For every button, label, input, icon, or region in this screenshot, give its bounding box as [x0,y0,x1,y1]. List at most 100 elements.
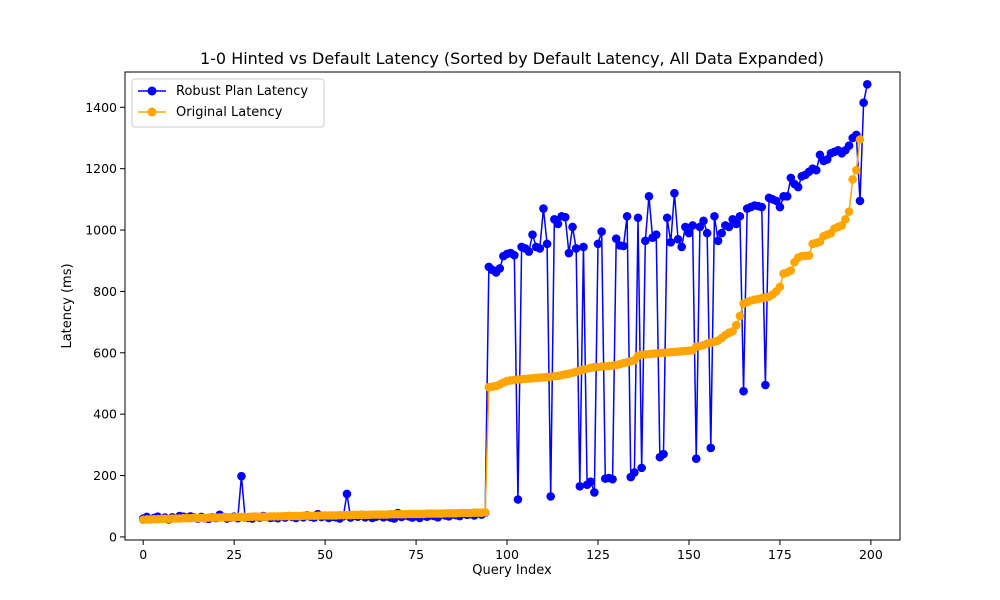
y-tick-label: 0 [109,529,117,544]
x-tick-label: 25 [226,547,242,562]
data-point-original [855,135,865,144]
y-axis: 0 200 400 600 800 1000 1200 1400 [85,100,125,544]
data-point-robust [535,244,545,253]
data-point-robust [560,212,570,222]
legend-box [131,78,325,128]
data-point-original [735,311,745,321]
data-point-robust [611,234,621,243]
x-tick-label: 100 [495,547,519,562]
data-point-robust [528,230,537,239]
data-point-robust [619,241,628,251]
data-point-robust [593,239,603,249]
x-tick-label: 175 [768,547,792,562]
data-point-robust [702,228,712,238]
data-point-robust [579,242,588,252]
plot-frame [124,71,901,541]
x-axis-title: Query Index [472,563,552,578]
data-point-original [480,508,490,517]
data-point-robust [342,489,352,499]
data-point-robust [659,449,668,459]
x-tick-label: 200 [859,547,883,562]
data-point-robust [666,238,676,247]
data-point-robust [855,196,865,206]
data-point-robust [510,250,519,260]
data-point-robust [539,204,548,213]
data-point-robust [495,264,505,273]
legend-label-original: Original Latency [176,105,283,120]
data-point-robust [670,188,679,198]
data-point-robust [542,239,552,249]
data-point-robust [641,236,650,246]
data-point-robust [673,234,683,244]
data-point-original [731,320,741,330]
y-tick-label: 200 [93,468,117,483]
data-point-robust [608,474,617,484]
data-point-robust [739,386,748,396]
data-point-robust [862,79,872,89]
data-point-robust [630,468,639,477]
x-tick-label: 150 [677,547,701,562]
data-point-robust [524,247,534,256]
data-point-robust [761,380,770,390]
x-tick-label: 125 [586,547,610,562]
data-point-robust [699,216,708,226]
data-point-original [775,282,785,292]
legend: Robust Plan Latency Original Latency [131,78,325,128]
data-point-robust [706,443,716,453]
legend-marker-original [147,107,157,117]
data-point-robust [844,141,854,150]
chart-title: 1-0 Hinted vs Default Latency (Sorted by… [200,49,824,68]
series-points-original [138,135,865,525]
y-tick-label: 600 [93,345,117,360]
x-tick-label: 50 [317,547,333,562]
x-tick-label: 75 [408,547,424,562]
y-tick-label: 1400 [85,100,117,115]
data-point-robust [782,191,792,201]
data-point-robust [859,98,868,107]
data-point-robust [553,219,563,229]
data-point-robust [568,222,577,232]
y-tick-label: 400 [93,407,117,422]
x-tick-label: 0 [139,547,147,562]
data-point-robust [644,191,654,201]
data-point-robust [637,463,646,473]
data-point-robust [677,242,686,252]
y-axis-title: Latency (ms) [60,263,75,348]
data-point-robust [513,495,523,504]
plot-points [138,79,872,525]
y-tick-label: 800 [93,284,117,299]
data-point-robust [651,230,661,239]
data-point-robust [590,488,599,497]
data-point-original [844,207,854,216]
data-point-robust [724,222,734,232]
data-point-robust [546,492,555,501]
y-tick-label: 1200 [85,161,117,176]
data-point-robust [575,482,585,491]
data-point-robust [731,219,741,229]
data-point-robust [662,213,672,223]
data-point-robust [713,236,723,246]
y-tick-label: 1000 [85,223,117,238]
data-point-robust [812,165,821,175]
data-point-robust [622,211,632,221]
data-point-robust [237,471,246,481]
x-axis: 0 25 50 75 100 125 150 175 200 [139,540,883,562]
data-point-original [841,215,850,224]
legend-marker-robust [147,86,157,96]
data-point-original [786,266,796,275]
data-point-original [804,251,814,260]
data-point-original [848,175,857,184]
data-point-robust [717,228,727,238]
data-point-robust [710,211,719,221]
data-point-robust [793,182,803,192]
data-point-robust [757,202,767,212]
data-point-robust [586,477,596,486]
data-point-robust [735,211,745,221]
data-point-robust [688,221,697,230]
data-point-robust [564,248,574,258]
data-point-robust [775,202,785,212]
legend-label-robust: Robust Plan Latency [176,84,308,99]
data-point-robust [571,244,581,253]
data-point-original [852,165,861,175]
